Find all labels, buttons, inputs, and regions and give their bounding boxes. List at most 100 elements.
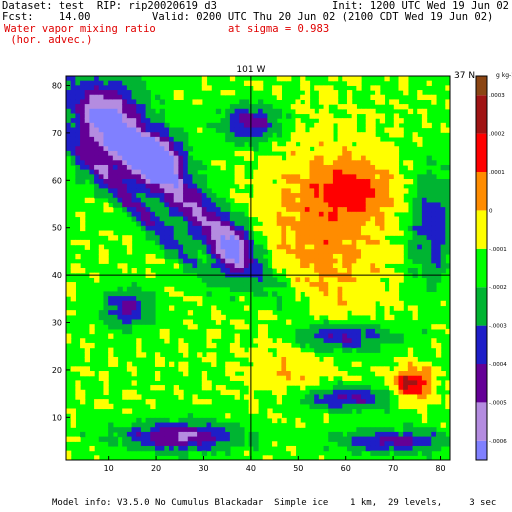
contour-cell bbox=[389, 314, 395, 321]
contour-cell bbox=[300, 188, 306, 194]
contour-cell bbox=[365, 207, 371, 213]
contour-cell bbox=[262, 179, 268, 185]
contour-cell bbox=[117, 113, 123, 119]
contour-cell bbox=[145, 118, 151, 124]
contour-cell bbox=[290, 282, 297, 288]
contour-cell bbox=[445, 216, 450, 222]
contour-cell bbox=[239, 319, 245, 325]
contour-cell bbox=[440, 371, 446, 377]
contour-cell bbox=[211, 211, 217, 218]
contour-cell bbox=[150, 225, 156, 232]
contour-cell bbox=[117, 291, 123, 297]
contour-cell bbox=[342, 216, 348, 222]
contour-cell bbox=[379, 286, 386, 293]
contour-cell bbox=[304, 249, 311, 255]
contour-cell bbox=[281, 164, 287, 171]
contour-cell bbox=[75, 127, 81, 133]
contour-cell bbox=[131, 179, 137, 185]
contour-cell bbox=[154, 385, 161, 391]
contour-cell bbox=[131, 174, 137, 180]
contour-cell bbox=[281, 225, 287, 232]
contour-cell bbox=[328, 179, 334, 185]
contour-cell bbox=[323, 249, 329, 255]
contour-cell bbox=[229, 342, 236, 349]
contour-cell bbox=[225, 211, 231, 218]
contour-cell bbox=[103, 371, 109, 377]
contour-cell bbox=[356, 403, 362, 410]
contour-cell bbox=[145, 155, 151, 161]
contour-cell bbox=[140, 305, 147, 311]
contour-cell bbox=[122, 155, 128, 161]
contour-cell bbox=[431, 99, 437, 105]
contour-cell bbox=[108, 441, 114, 447]
contour-cell bbox=[183, 361, 189, 367]
contour-cell bbox=[220, 211, 226, 218]
contour-cell bbox=[365, 310, 371, 316]
contour-cell bbox=[215, 431, 222, 438]
contour-cell bbox=[70, 136, 76, 143]
contour-cell bbox=[253, 253, 259, 260]
contour-cell bbox=[314, 141, 320, 147]
contour-cell bbox=[300, 366, 306, 372]
contour-cell bbox=[272, 127, 278, 133]
contour-cell bbox=[262, 174, 268, 180]
contour-cell bbox=[445, 207, 450, 213]
contour-cell bbox=[136, 146, 142, 152]
contour-cell bbox=[323, 361, 329, 367]
contour-cell bbox=[131, 141, 137, 147]
contour-cell bbox=[304, 258, 311, 264]
contour-cell bbox=[304, 211, 311, 218]
colorbar-tick-label: -.0006 bbox=[489, 439, 507, 445]
contour-cell bbox=[337, 253, 343, 260]
contour-cell bbox=[159, 328, 165, 335]
contour-cell bbox=[384, 268, 390, 274]
contour-cell bbox=[66, 127, 72, 133]
contour-cell bbox=[290, 277, 297, 283]
contour-cell bbox=[159, 113, 165, 119]
contour-cell bbox=[365, 286, 371, 293]
contour-cell bbox=[197, 202, 203, 208]
contour-cell bbox=[267, 361, 273, 367]
contour-cell bbox=[183, 174, 189, 180]
contour-cell bbox=[159, 417, 165, 424]
contour-cell bbox=[126, 211, 133, 218]
contour-cell bbox=[164, 179, 170, 185]
contour-cell bbox=[103, 118, 109, 124]
contour-cell bbox=[398, 445, 404, 452]
contour-cell bbox=[276, 207, 283, 213]
contour-cell bbox=[136, 169, 142, 175]
contour-cell bbox=[215, 216, 222, 222]
contour-cell bbox=[314, 375, 320, 381]
contour-cell bbox=[337, 324, 343, 330]
contour-cell bbox=[173, 385, 179, 391]
contour-cell bbox=[328, 282, 334, 288]
contour-cell bbox=[150, 197, 156, 204]
contour-cell bbox=[206, 431, 212, 438]
contour-cell bbox=[389, 155, 395, 161]
contour-cell bbox=[351, 150, 357, 157]
contour-cell bbox=[370, 230, 376, 236]
contour-cell bbox=[84, 160, 91, 166]
contour-cell bbox=[323, 160, 329, 166]
contour-cell bbox=[328, 305, 334, 311]
contour-cell bbox=[234, 122, 240, 129]
contour-cell bbox=[229, 193, 236, 199]
contour-cell bbox=[211, 417, 217, 424]
contour-cell bbox=[356, 305, 362, 311]
contour-cell bbox=[206, 197, 212, 204]
contour-cell bbox=[253, 225, 259, 232]
contour-cell bbox=[384, 244, 390, 250]
contour-cell bbox=[220, 230, 226, 236]
contour-cell bbox=[384, 249, 390, 255]
contour-cell bbox=[393, 99, 400, 105]
contour-cell bbox=[356, 221, 362, 227]
contour-cell bbox=[75, 239, 81, 246]
contour-cell bbox=[126, 76, 133, 82]
contour-cell bbox=[103, 389, 109, 396]
contour-cell bbox=[384, 164, 390, 171]
contour-cell bbox=[351, 193, 357, 199]
contour-cell bbox=[215, 127, 222, 133]
contour-cell bbox=[84, 104, 91, 110]
contour-cell bbox=[258, 188, 264, 194]
contour-cell bbox=[229, 235, 236, 241]
